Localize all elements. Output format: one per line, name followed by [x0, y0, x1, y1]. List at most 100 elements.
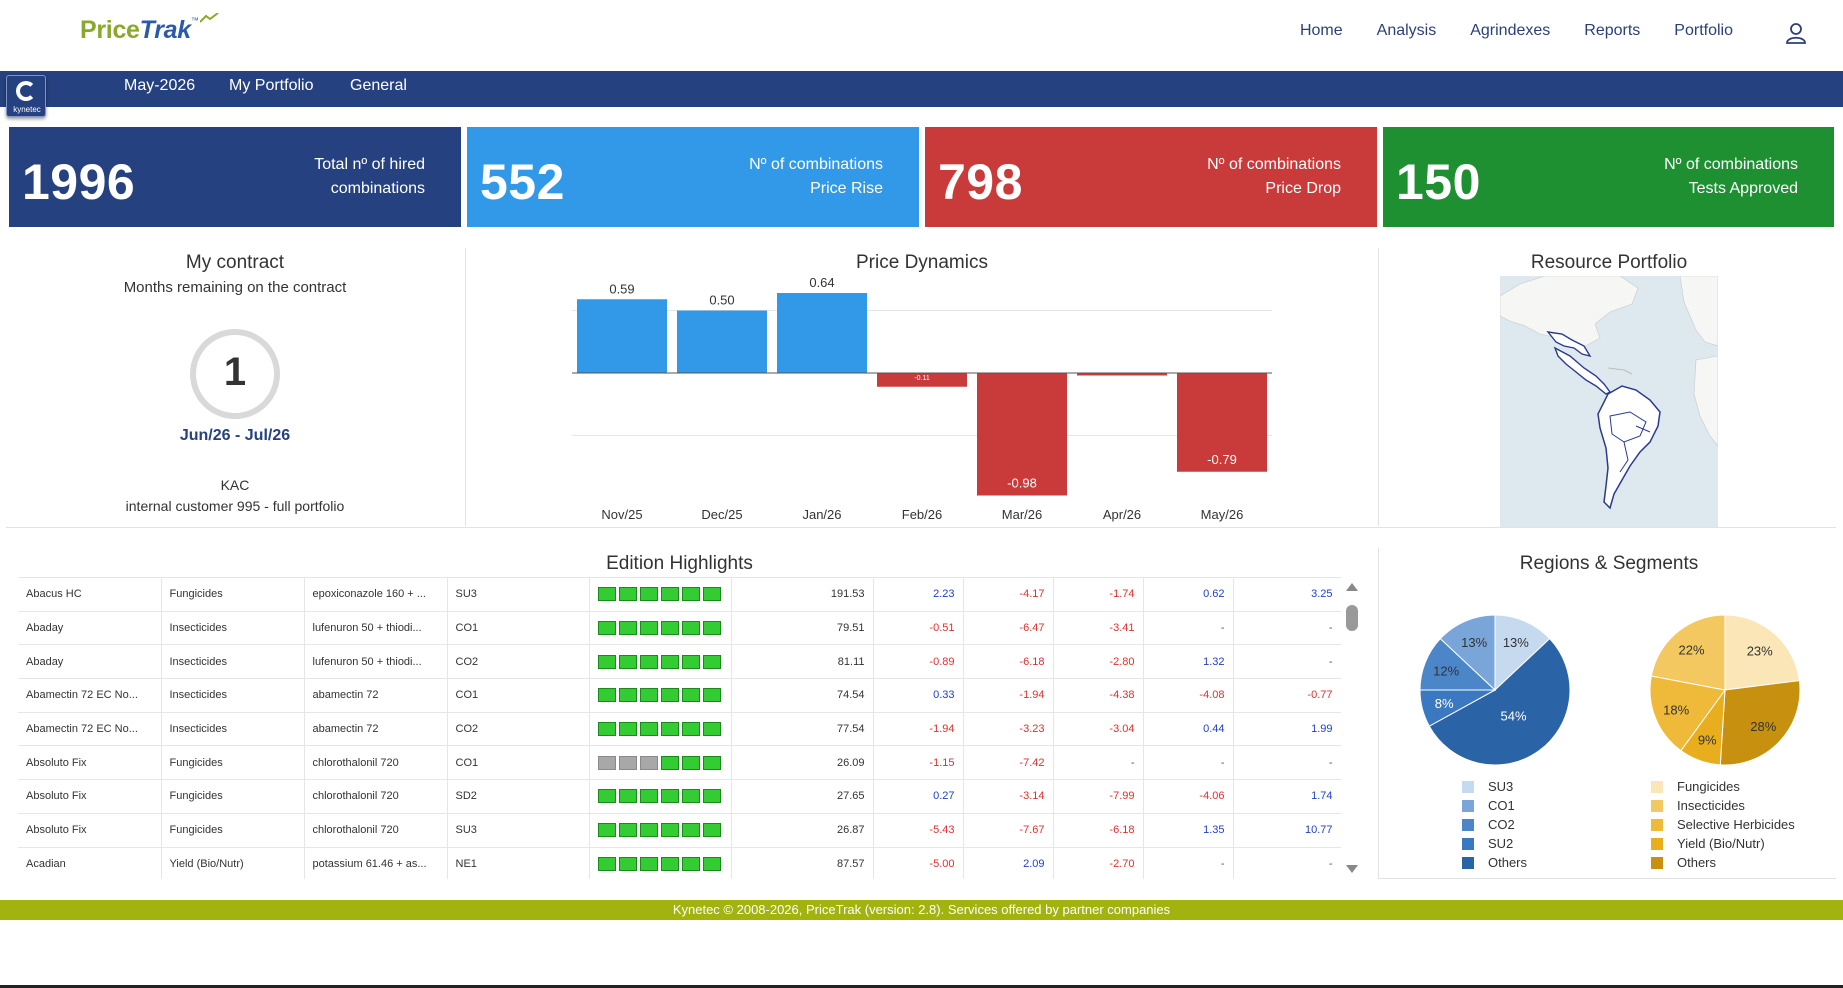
test-pending-block [597, 755, 616, 770]
cell-test-blocks [589, 779, 732, 814]
cell-price: 26.87 [731, 812, 874, 847]
table-row[interactable]: Abamectin 72 EC No... Insecticides abamect… [18, 711, 1341, 746]
bar-May/26[interactable] [1177, 373, 1267, 472]
bar-Dec/25[interactable] [677, 310, 767, 374]
bar-Mar/26[interactable] [977, 373, 1067, 496]
bar-Jan/26[interactable] [777, 293, 867, 373]
cell-variation: -7.42 [963, 745, 1054, 780]
cell-product: Absoluto Fix [18, 779, 162, 814]
legend-item[interactable]: Insecticides [1651, 796, 1795, 815]
table-scrollbar[interactable] [1345, 583, 1359, 873]
legend-item[interactable]: SU2 [1462, 834, 1527, 853]
legend-item[interactable]: SU3 [1462, 777, 1527, 796]
pie-slice-label: 28% [1750, 719, 1776, 734]
bar-value-label: -0.98 [1007, 476, 1037, 491]
legend-item[interactable]: Selective Herbicides [1651, 815, 1795, 834]
table-row[interactable]: Abacus HC Fungicides epoxiconazole 160 + .… [18, 577, 1341, 612]
legend-item[interactable]: Others [1651, 853, 1795, 872]
pie-slice-co1[interactable] [1439, 614, 1496, 692]
user-icon[interactable] [1785, 22, 1807, 44]
edition-highlights-table-wrap[interactable]: Abacus HC Fungicides epoxiconazole 160 + .… [18, 577, 1341, 879]
divider [465, 248, 466, 526]
kpi-value: 552 [480, 154, 565, 210]
test-approved-block [639, 789, 658, 804]
pie-slice-others[interactable] [1719, 680, 1801, 766]
test-approved-block [618, 823, 637, 838]
test-pending-block [618, 755, 637, 770]
price-dynamics-title: Price Dynamics [856, 252, 988, 273]
legend-item[interactable]: Yield (Bio/Nutr) [1651, 834, 1795, 853]
scroll-thumb[interactable] [1346, 605, 1358, 631]
kpi-label: Nº of combinations Tests Approved [1664, 156, 1798, 197]
legend-swatch [1462, 780, 1474, 793]
table-row[interactable]: Absoluto Fix Fungicides chlorothalonil 720… [18, 745, 1341, 780]
pie-slice-label: 54% [1500, 708, 1526, 723]
test-approved-block [597, 823, 616, 838]
pie-slice-insecticides[interactable] [1650, 614, 1726, 691]
nav-portfolio[interactable]: Portfolio [1674, 22, 1733, 39]
cell-variation: -1.74 [1053, 577, 1144, 612]
table-row[interactable]: Absoluto Fix Fungicides chlorothalonil 720… [18, 779, 1341, 814]
table-row[interactable]: Absoluto Fix Fungicides chlorothalonil 720… [18, 812, 1341, 847]
legend-item[interactable]: CO2 [1462, 815, 1527, 834]
legend-swatch [1651, 837, 1663, 850]
client-code: KAC [220, 477, 250, 493]
x-tick-label: Jan/26 [802, 507, 841, 522]
kpi-price-drop: 798 Nº of combinations Price Drop [925, 127, 1377, 227]
test-approved-block [702, 823, 721, 838]
test-approved-block [639, 688, 658, 703]
legend-item[interactable]: Others [1462, 853, 1527, 872]
bar-Apr/26[interactable] [1077, 373, 1167, 376]
bar-Nov/25[interactable] [577, 299, 667, 373]
cell-segment: Insecticides [161, 610, 305, 645]
test-approved-block [639, 621, 658, 636]
table-row[interactable]: Abamectin 72 EC No... Insecticides abamect… [18, 678, 1341, 713]
resource-map[interactable] [1500, 276, 1718, 527]
bar-value-label: -0.11 [914, 375, 930, 382]
legend-swatch [1651, 856, 1663, 869]
legend-item[interactable]: Fungicides [1651, 777, 1795, 796]
pricetrak-logo[interactable]: PriceTrak™ [80, 13, 219, 45]
nav-analysis[interactable]: Analysis [1376, 22, 1437, 39]
test-pending-block [639, 755, 658, 770]
scroll-down-icon[interactable] [1346, 865, 1358, 873]
test-approved-block [681, 789, 700, 804]
scope-selector[interactable]: General [350, 77, 407, 94]
cell-segment: Insecticides [161, 678, 305, 713]
nav-reports[interactable]: Reports [1584, 22, 1641, 39]
nav-home[interactable]: Home [1299, 22, 1343, 39]
table-row[interactable]: Acadian Yield (Bio/Nutr) potassium 61.46 +… [18, 846, 1341, 879]
cell-region: SU3 [447, 812, 590, 847]
pie-slice-selective-herbicides[interactable] [1649, 675, 1726, 752]
period-selector[interactable]: May-2026 [124, 77, 196, 94]
test-approved-block [597, 621, 616, 636]
test-approved-block [618, 654, 637, 669]
logo-chart-tick-icon [200, 13, 219, 23]
pie-slice-others[interactable] [1428, 637, 1571, 766]
cell-variation: 0.27 [873, 779, 964, 814]
test-approved-block [597, 857, 616, 872]
kpi-value: 150 [1396, 154, 1481, 210]
cell-product: Absoluto Fix [18, 812, 162, 847]
portfolio-selector[interactable]: My Portfolio [229, 77, 314, 94]
kynetec-badge[interactable]: kynetec [6, 75, 46, 117]
table-row[interactable]: Abaday Insecticides lufenuron 50 + thiodi.… [18, 644, 1341, 679]
bar-value-label: 0.64 [809, 276, 834, 290]
regions-pie-chart[interactable]: 13%54%8%12%13% [1418, 613, 1572, 767]
segments-pie-chart[interactable]: 23% 28% 9% 18% 22% [1648, 613, 1802, 767]
test-approved-block [660, 722, 679, 737]
cell-product: Abaday [18, 610, 162, 645]
cell-segment: Insecticides [161, 644, 305, 679]
pie-slice-su3[interactable] [1494, 614, 1551, 692]
test-approved-block [702, 857, 721, 872]
nav-agrindexes[interactable]: Agrindexes [1470, 22, 1551, 39]
cell-product: Acadian [18, 846, 162, 879]
bar-value-label: 0.59 [609, 281, 634, 296]
table-row[interactable]: Abaday Insecticides lufenuron 50 + thiodi.… [18, 610, 1341, 645]
contract-range: Jun/26 - Jul/26 [179, 427, 291, 444]
scroll-up-icon[interactable] [1346, 583, 1358, 591]
context-bar: May-2026 My Portfolio General [0, 71, 1843, 107]
pie-slice-fungicides[interactable] [1724, 614, 1800, 691]
bar-Feb/26[interactable] [877, 373, 967, 387]
legend-item[interactable]: CO1 [1462, 796, 1527, 815]
